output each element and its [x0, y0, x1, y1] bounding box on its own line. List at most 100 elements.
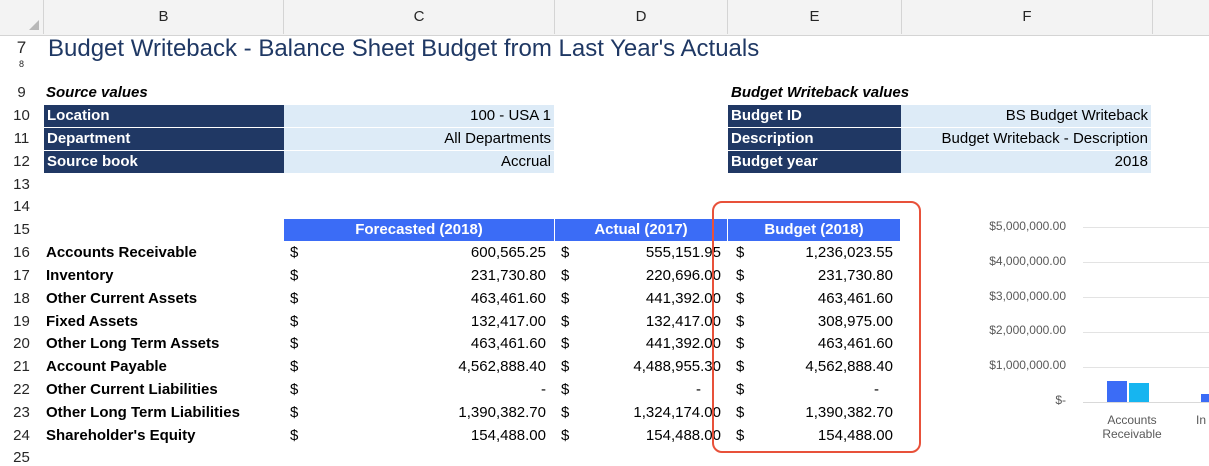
budget-value[interactable]: 308,975.00	[817, 313, 893, 330]
forecast-currency: $	[290, 267, 299, 284]
description-label[interactable]: Description	[728, 128, 901, 150]
actual-currency: $	[561, 290, 570, 307]
header-budget[interactable]: Budget (2018)	[728, 219, 901, 241]
chart-bar[interactable]	[1201, 393, 1209, 402]
actual-value[interactable]: 1,324,174.00	[633, 404, 721, 421]
actual-value[interactable]: 555,151.95	[645, 244, 721, 261]
row-name[interactable]: Fixed Assets	[46, 313, 138, 330]
budget-value[interactable]: -	[874, 381, 879, 398]
y-tick-label: $3,000,000.00	[989, 289, 1066, 303]
row-name[interactable]: Inventory	[46, 267, 114, 284]
chart-bar[interactable]	[1107, 380, 1127, 402]
row-header-8[interactable]: 8	[18, 59, 24, 69]
header-forecasted[interactable]: Forecasted (2018)	[284, 219, 555, 241]
source-book-value[interactable]: Accrual	[284, 151, 554, 173]
budget-currency: $	[736, 267, 745, 284]
row-header-19[interactable]: 19	[13, 313, 30, 330]
budget-currency: $	[736, 335, 745, 352]
row-header-11[interactable]: 11	[13, 130, 30, 147]
select-all-corner[interactable]	[0, 0, 44, 34]
y-tick-label: $1,000,000.00	[989, 358, 1066, 372]
actual-value[interactable]: 4,488,955.30	[633, 358, 721, 375]
description-value[interactable]: Budget Writeback - Description	[901, 128, 1151, 150]
column-header-e[interactable]: E	[728, 0, 902, 34]
budget-currency: $	[736, 358, 745, 375]
actual-currency: $	[561, 358, 570, 375]
row-name[interactable]: Accounts Receivable	[46, 244, 197, 261]
column-header-f[interactable]: F	[902, 0, 1153, 34]
row-name[interactable]: Other Current Liabilities	[46, 381, 218, 398]
forecast-value[interactable]: 463,461.60	[470, 290, 546, 307]
budget-year-value[interactable]: 2018	[901, 151, 1151, 173]
writeback-values-heading[interactable]: Budget Writeback values	[731, 84, 910, 101]
actual-currency: $	[561, 267, 570, 284]
column-header-c[interactable]: C	[284, 0, 555, 34]
budget-value[interactable]: 154,488.00	[817, 427, 893, 444]
row-name[interactable]: Other Current Assets	[46, 290, 198, 307]
y-tick-label: $-	[1055, 393, 1066, 407]
source-book-label[interactable]: Source book	[44, 151, 284, 173]
forecast-value[interactable]: 4,562,888.40	[458, 358, 546, 375]
x-category-label: In	[1196, 413, 1207, 427]
row-name[interactable]: Other Long Term Liabilities	[46, 404, 240, 421]
forecast-value[interactable]: -	[541, 381, 546, 398]
row-header-20[interactable]: 20	[13, 335, 30, 352]
budget-id-label[interactable]: Budget ID	[728, 105, 901, 127]
row-name[interactable]: Account Payable	[46, 358, 167, 375]
row-header-18[interactable]: 18	[13, 290, 30, 307]
department-label[interactable]: Department	[44, 128, 284, 150]
y-tick-label: $4,000,000.00	[989, 254, 1066, 268]
forecast-value[interactable]: 132,417.00	[470, 313, 546, 330]
row-header-9[interactable]: 9	[17, 84, 26, 101]
forecast-value[interactable]: 231,730.80	[470, 267, 546, 284]
chart-gridline	[1083, 332, 1209, 333]
budget-id-value[interactable]: BS Budget Writeback	[901, 105, 1151, 127]
location-label[interactable]: Location	[44, 105, 284, 127]
row-header-25[interactable]: 25	[13, 449, 30, 466]
location-value[interactable]: 100 - USA 1	[284, 105, 554, 127]
budget-value[interactable]: 1,390,382.70	[805, 404, 893, 421]
budget-value[interactable]: 463,461.60	[817, 335, 893, 352]
actual-value[interactable]: 154,488.00	[645, 427, 721, 444]
budget-value[interactable]: 1,236,023.55	[805, 244, 893, 261]
column-header-b[interactable]: B	[44, 0, 284, 34]
actual-value[interactable]: 132,417.00	[645, 313, 721, 330]
row-header-24[interactable]: 24	[13, 427, 30, 444]
source-values-heading[interactable]: Source values	[46, 84, 148, 101]
row-header-12[interactable]: 12	[13, 153, 30, 170]
row-header-13[interactable]: 13	[13, 176, 30, 193]
row-name[interactable]: Other Long Term Assets	[46, 335, 220, 352]
chart-gridline	[1083, 367, 1209, 368]
actual-value[interactable]: 441,392.00	[645, 290, 721, 307]
budget-column-highlight	[712, 201, 921, 453]
row-header-17[interactable]: 17	[13, 267, 30, 284]
actual-value[interactable]: 220,696.00	[645, 267, 721, 284]
row-header-22[interactable]: 22	[13, 381, 30, 398]
department-value[interactable]: All Departments	[284, 128, 554, 150]
budget-value[interactable]: 231,730.80	[817, 267, 893, 284]
forecast-currency: $	[290, 290, 299, 307]
actual-value[interactable]: 441,392.00	[645, 335, 721, 352]
row-header-23[interactable]: 23	[13, 404, 30, 421]
row-header-21[interactable]: 21	[13, 358, 30, 375]
sheet-title[interactable]: Budget Writeback - Balance Sheet Budget …	[48, 35, 760, 62]
actual-value[interactable]: -	[696, 381, 701, 398]
row-header-16[interactable]: 16	[13, 244, 30, 261]
row-name[interactable]: Shareholder's Equity	[46, 427, 196, 444]
forecast-value[interactable]: 1,390,382.70	[458, 404, 546, 421]
budget-value[interactable]: 463,461.60	[817, 290, 893, 307]
column-header-d[interactable]: D	[555, 0, 728, 34]
header-actual[interactable]: Actual (2017)	[555, 219, 728, 241]
row-header-15[interactable]: 15	[13, 221, 30, 238]
forecast-value[interactable]: 600,565.25	[470, 244, 546, 261]
chart-gridline	[1083, 402, 1209, 403]
x-category-label: Accounts Receivable	[1102, 413, 1162, 441]
budget-value[interactable]: 4,562,888.40	[805, 358, 893, 375]
chart-bar[interactable]	[1129, 382, 1149, 402]
forecast-value[interactable]: 463,461.60	[470, 335, 546, 352]
budget-year-label[interactable]: Budget year	[728, 151, 901, 173]
row-header-14[interactable]: 14	[13, 198, 30, 215]
forecast-value[interactable]: 154,488.00	[470, 427, 546, 444]
row-header-7[interactable]: 7	[16, 38, 27, 57]
row-header-10[interactable]: 10	[13, 107, 30, 124]
